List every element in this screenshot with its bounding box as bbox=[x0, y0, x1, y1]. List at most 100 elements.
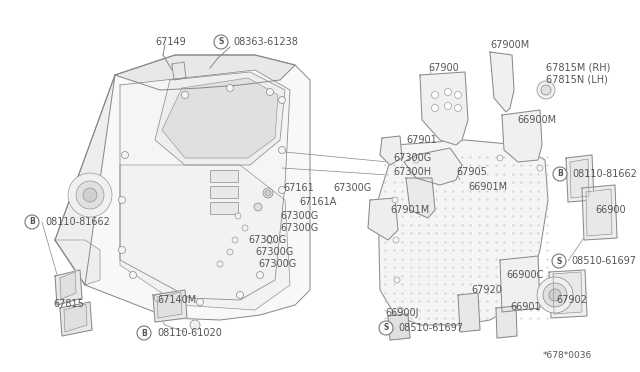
Circle shape bbox=[76, 181, 104, 209]
Text: 67902: 67902 bbox=[556, 295, 587, 305]
Polygon shape bbox=[404, 148, 462, 185]
Circle shape bbox=[392, 197, 398, 203]
Circle shape bbox=[237, 292, 243, 298]
Circle shape bbox=[118, 196, 125, 203]
Text: 08510-61697: 08510-61697 bbox=[398, 323, 463, 333]
Polygon shape bbox=[380, 136, 402, 165]
Circle shape bbox=[232, 237, 238, 243]
Circle shape bbox=[118, 247, 125, 253]
Polygon shape bbox=[55, 75, 115, 285]
Text: 67300G: 67300G bbox=[248, 235, 286, 245]
Circle shape bbox=[552, 254, 566, 268]
Circle shape bbox=[543, 283, 567, 307]
Circle shape bbox=[265, 190, 271, 196]
Circle shape bbox=[235, 213, 241, 219]
Polygon shape bbox=[458, 293, 480, 332]
Circle shape bbox=[537, 165, 543, 171]
Circle shape bbox=[68, 173, 112, 217]
Circle shape bbox=[431, 92, 438, 99]
Text: 67300G: 67300G bbox=[280, 223, 318, 233]
Polygon shape bbox=[162, 78, 278, 158]
Text: 66900C: 66900C bbox=[506, 270, 543, 280]
Text: 67300G: 67300G bbox=[333, 183, 371, 193]
Text: 67161: 67161 bbox=[283, 183, 314, 193]
Bar bbox=[210, 202, 238, 214]
Circle shape bbox=[541, 85, 551, 95]
Polygon shape bbox=[496, 306, 517, 338]
Text: 67815M (RH): 67815M (RH) bbox=[546, 63, 611, 73]
Polygon shape bbox=[500, 256, 540, 312]
Text: 08363-61238: 08363-61238 bbox=[233, 37, 298, 47]
Polygon shape bbox=[388, 314, 410, 340]
Circle shape bbox=[266, 89, 273, 96]
Circle shape bbox=[278, 147, 285, 154]
Text: 67300H: 67300H bbox=[393, 167, 431, 177]
Circle shape bbox=[549, 289, 561, 301]
Text: 67815N (LH): 67815N (LH) bbox=[546, 75, 608, 85]
Text: 67300G: 67300G bbox=[258, 259, 296, 269]
Circle shape bbox=[394, 277, 400, 283]
Text: 66901: 66901 bbox=[510, 302, 541, 312]
Circle shape bbox=[257, 272, 264, 279]
Text: 66900J: 66900J bbox=[385, 308, 419, 318]
Circle shape bbox=[196, 298, 204, 305]
Text: B: B bbox=[141, 328, 147, 337]
Circle shape bbox=[254, 203, 262, 211]
Circle shape bbox=[217, 261, 223, 267]
Polygon shape bbox=[120, 165, 290, 310]
Polygon shape bbox=[55, 55, 310, 320]
Polygon shape bbox=[490, 52, 514, 112]
Circle shape bbox=[129, 272, 136, 279]
Circle shape bbox=[214, 35, 228, 49]
Circle shape bbox=[137, 326, 151, 340]
Text: 08110-61020: 08110-61020 bbox=[157, 328, 222, 338]
Circle shape bbox=[413, 157, 419, 163]
Polygon shape bbox=[502, 110, 542, 162]
Circle shape bbox=[393, 237, 399, 243]
Polygon shape bbox=[157, 292, 182, 318]
Circle shape bbox=[497, 155, 503, 161]
Circle shape bbox=[242, 225, 248, 231]
Circle shape bbox=[431, 105, 438, 112]
Text: 08110-81662: 08110-81662 bbox=[572, 169, 637, 179]
Polygon shape bbox=[582, 185, 617, 240]
Circle shape bbox=[397, 307, 403, 313]
Polygon shape bbox=[378, 140, 548, 325]
Circle shape bbox=[154, 295, 161, 301]
Bar bbox=[210, 170, 238, 182]
Polygon shape bbox=[115, 55, 295, 90]
Polygon shape bbox=[420, 72, 468, 145]
Text: S: S bbox=[218, 38, 224, 46]
Polygon shape bbox=[120, 70, 290, 300]
Text: 67920: 67920 bbox=[471, 285, 502, 295]
Circle shape bbox=[278, 186, 285, 193]
Circle shape bbox=[537, 81, 555, 99]
Circle shape bbox=[227, 84, 234, 92]
Polygon shape bbox=[64, 304, 87, 332]
Circle shape bbox=[122, 151, 129, 158]
Text: 67300G: 67300G bbox=[393, 153, 431, 163]
Circle shape bbox=[227, 249, 233, 255]
Circle shape bbox=[266, 237, 273, 244]
Polygon shape bbox=[55, 270, 82, 305]
Circle shape bbox=[182, 92, 189, 99]
Circle shape bbox=[537, 277, 573, 313]
Text: 67901M: 67901M bbox=[390, 205, 429, 215]
Text: 67815: 67815 bbox=[53, 299, 84, 309]
Text: 08510-61697: 08510-61697 bbox=[571, 256, 636, 266]
Circle shape bbox=[445, 89, 451, 96]
Text: B: B bbox=[557, 170, 563, 179]
Text: 67901: 67901 bbox=[406, 135, 436, 145]
Text: 67161A: 67161A bbox=[299, 197, 337, 207]
Text: *678*0036: *678*0036 bbox=[543, 350, 592, 359]
Polygon shape bbox=[566, 155, 594, 202]
Text: 08110-81662: 08110-81662 bbox=[45, 217, 110, 227]
Text: 66900M: 66900M bbox=[517, 115, 556, 125]
Circle shape bbox=[25, 215, 39, 229]
Text: 67300G: 67300G bbox=[280, 211, 318, 221]
Text: 66901M: 66901M bbox=[468, 182, 507, 192]
Polygon shape bbox=[60, 302, 92, 336]
Bar bbox=[210, 186, 238, 198]
Polygon shape bbox=[155, 72, 285, 165]
Polygon shape bbox=[549, 270, 587, 318]
